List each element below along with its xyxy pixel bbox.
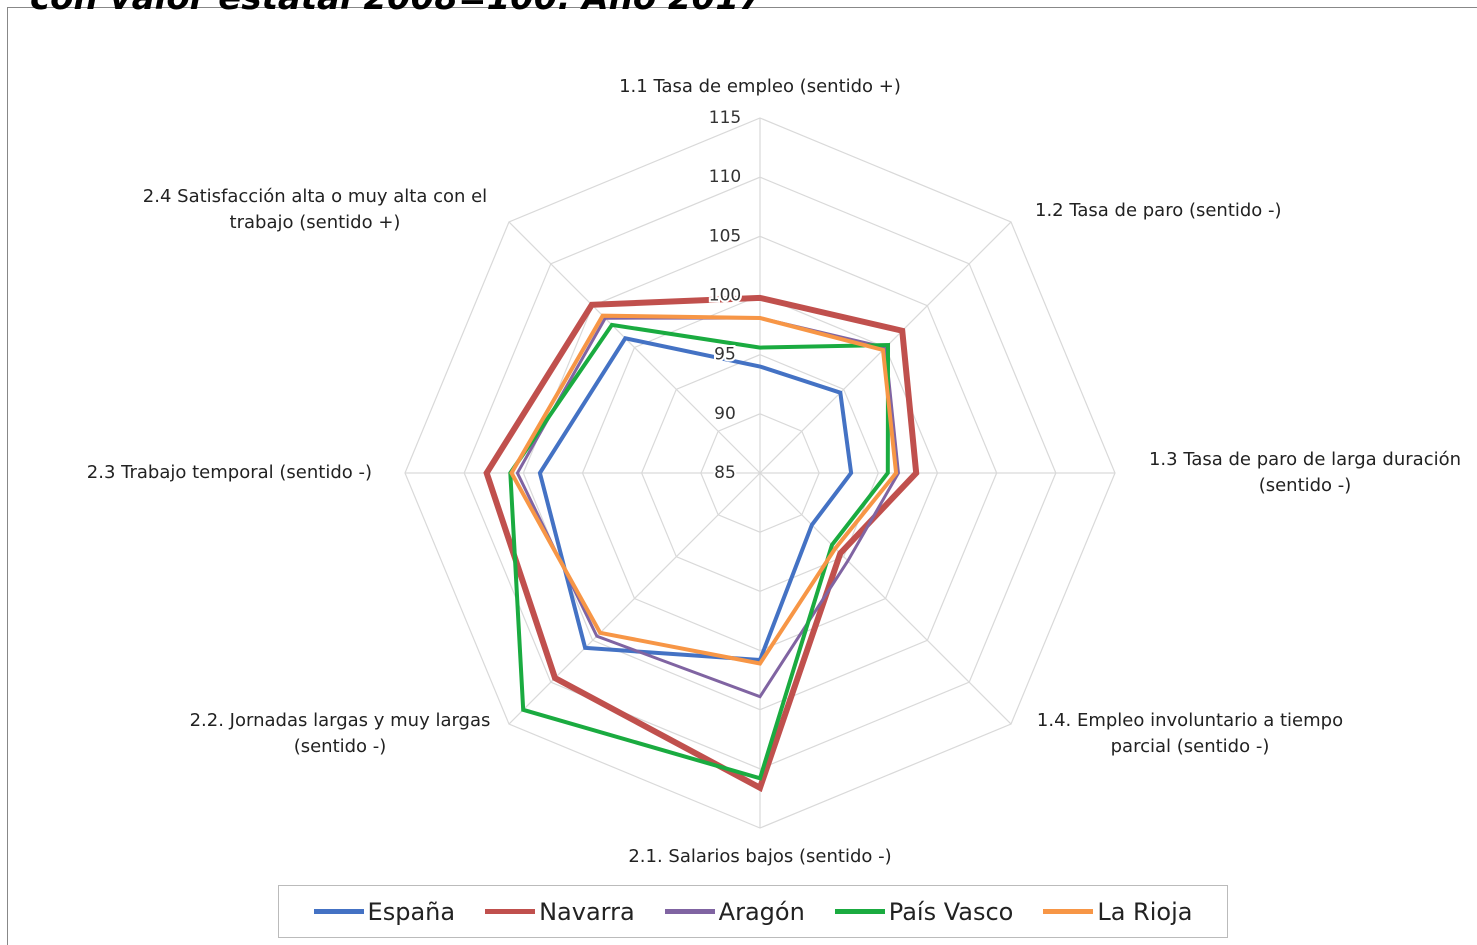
- y-tick-label: 90: [714, 404, 736, 424]
- axis-label: 2.1. Salarios bajos (sentido -): [628, 846, 892, 867]
- legend: España Navarra Aragón País Vasco La Rioja: [278, 885, 1228, 938]
- legend-label: Aragón: [718, 897, 805, 926]
- y-tick-label: 95: [714, 345, 736, 365]
- series-line: [509, 313, 899, 666]
- legend-item: España: [313, 897, 456, 926]
- legend-label: Navarra: [539, 897, 635, 926]
- y-tick-label: 85: [714, 463, 736, 483]
- legend-label: España: [367, 897, 456, 926]
- spoke: [508, 472, 761, 725]
- axis-label: 1.4. Empleo involuntario a tiempo parcia…: [1036, 710, 1344, 757]
- legend-label: País Vasco: [888, 897, 1014, 926]
- axis-label: 1.2 Tasa de paro (sentido -): [1035, 200, 1282, 221]
- axis-label: 2.2. Jornadas largas y muy largas (senti…: [189, 710, 491, 757]
- legend-swatch: [1043, 909, 1094, 914]
- legend-label: La Rioja: [1097, 897, 1193, 926]
- legend-swatch: [834, 909, 885, 914]
- legend-swatch: [664, 909, 715, 914]
- legend-item: País Vasco: [834, 897, 1014, 926]
- legend-item: Navarra: [485, 898, 635, 926]
- y-tick-label: 105: [709, 226, 741, 246]
- legend-item: Aragón: [664, 897, 805, 926]
- y-tick-label: 110: [709, 167, 741, 187]
- frame: [7, 7, 1477, 945]
- series-line: [483, 294, 920, 793]
- axis-label: 1.3 Tasa de paro de larga duración (sent…: [1148, 449, 1462, 496]
- legend-swatch: [485, 909, 536, 914]
- y-tick-label: 100: [709, 286, 741, 306]
- spoke: [508, 221, 761, 474]
- axis-label: 2.4 Satisfacción alta o muy alta con el …: [142, 186, 488, 233]
- axis-label: 2.3 Trabajo temporal (sentido -): [86, 462, 372, 483]
- legend-item: La Rioja: [1043, 898, 1192, 926]
- legend-swatch: [313, 909, 364, 914]
- chart-title: con valor estatal 2008=100. Año 2017: [30, 0, 763, 18]
- axis-label: 1.1 Tasa de empleo (sentido +): [619, 76, 901, 97]
- series-line: [515, 316, 900, 699]
- y-tick-label: 115: [709, 108, 741, 128]
- spoke: [759, 472, 1012, 725]
